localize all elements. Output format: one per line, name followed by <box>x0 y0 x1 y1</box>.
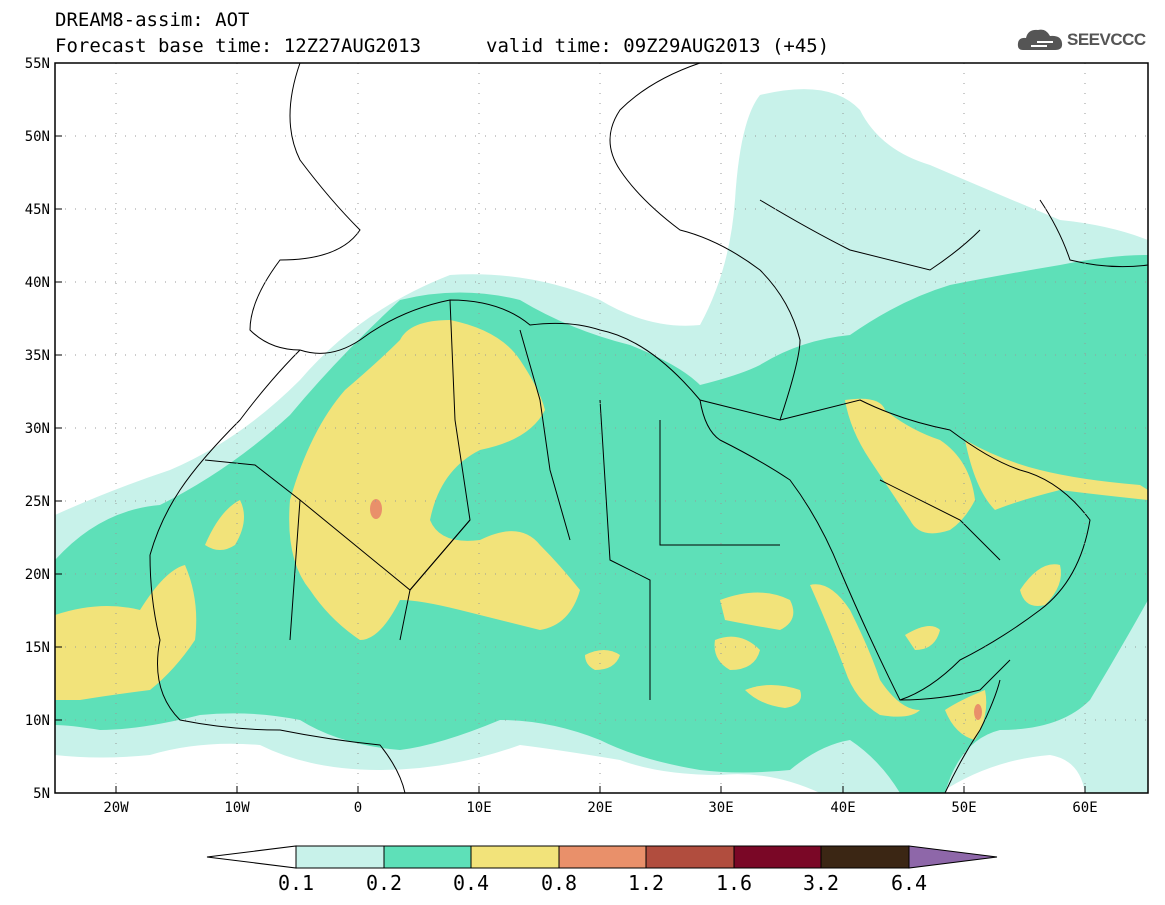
aot-band-0.4-sudan <box>720 592 794 630</box>
lat-label: 5N <box>33 786 50 802</box>
colorbar-label: 1.2 <box>628 871 664 895</box>
lon-label: 60E <box>1072 800 1097 816</box>
colorbar-swatch <box>733 845 822 869</box>
colorbar-swatch <box>295 845 385 869</box>
colorbar-label: 0.2 <box>366 871 402 895</box>
aot-band-0.2 <box>55 255 1148 793</box>
tick-marks <box>55 62 1086 794</box>
lat-label: 10N <box>25 713 50 729</box>
aot-band-0.8-somalia <box>974 704 982 720</box>
coastlines <box>149 62 1149 794</box>
lat-label: 20N <box>25 567 50 583</box>
lat-label: 40N <box>25 275 50 291</box>
lat-labels: 55N 50N 45N 40N 35N 30N 25N 20N 15N 10N … <box>25 56 50 802</box>
lat-label: 35N <box>25 348 50 364</box>
colorbar-label: 0.8 <box>541 871 577 895</box>
cloud-logo-icon <box>1017 29 1063 50</box>
lat-label: 25N <box>25 494 50 510</box>
lat-label: 45N <box>25 202 50 218</box>
lon-label: 10E <box>466 800 491 816</box>
colorbar-label: 1.6 <box>716 871 752 895</box>
aot-band-0.4-somalia <box>945 690 987 740</box>
colorbar-label: 6.4 <box>891 871 927 895</box>
colorbar-label: 0.4 <box>453 871 489 895</box>
colorbar-swatch <box>820 845 910 869</box>
lon-label: 20E <box>587 800 612 816</box>
aot-band-0.4-gulf <box>965 440 1148 510</box>
aot-field <box>55 89 1148 793</box>
lon-label: 20W <box>103 800 129 816</box>
aot-band-0.4-sahara <box>289 320 580 640</box>
aot-band-0.4-oman <box>1020 564 1061 606</box>
aot-band-0.4-west <box>55 565 197 700</box>
lon-label: 50E <box>951 800 976 816</box>
colorbar-label: 0.1 <box>278 871 314 895</box>
aot-band-0.8-algeria <box>370 499 382 519</box>
colorbar-label: 3.2 <box>803 871 839 895</box>
aot-band-0.4-sudan2 <box>714 636 760 670</box>
colorbar-lower-arrow <box>206 845 297 869</box>
valid-time: valid time: 09Z29AUG2013 (+45) <box>486 35 830 57</box>
colorbar <box>206 845 998 869</box>
aot-band-0.4-arabia <box>845 398 975 534</box>
colorbar-swatch <box>558 845 647 869</box>
colorbar-upper-arrow <box>908 845 998 869</box>
lat-label: 50N <box>25 129 50 145</box>
colorbar-swatch <box>383 845 472 869</box>
colorbar-swatch <box>645 845 735 869</box>
lat-label: 30N <box>25 421 50 437</box>
lat-label: 55N <box>25 56 50 72</box>
lon-label: 10W <box>224 800 250 816</box>
forecast-base-time: Forecast base time: 12Z27AUG2013 <box>55 35 422 57</box>
lon-label: 0 <box>354 800 362 816</box>
colorbar-labels: 0.1 0.2 0.4 0.8 1.2 1.6 3.2 6.4 <box>278 871 927 895</box>
aot-band-0.4-yemen <box>905 626 940 650</box>
aot-band-0.4-mauritania <box>205 500 244 550</box>
logo-text: SEEVCCC <box>1067 30 1146 49</box>
aot-band-0.4-ethiopia <box>745 685 801 708</box>
lon-label: 40E <box>830 800 855 816</box>
aot-band-0.4-redsea <box>810 584 920 717</box>
map-title: DREAM8-assim: AOT <box>55 9 250 31</box>
colorbar-swatch <box>470 845 560 869</box>
aot-band-0.4-chad <box>585 650 620 670</box>
lat-label: 15N <box>25 640 50 656</box>
graticule <box>55 63 1148 793</box>
lon-label: 30E <box>708 800 733 816</box>
lon-labels: 20W 10W 0 10E 20E 30E 40E 50E 60E <box>103 800 1097 816</box>
